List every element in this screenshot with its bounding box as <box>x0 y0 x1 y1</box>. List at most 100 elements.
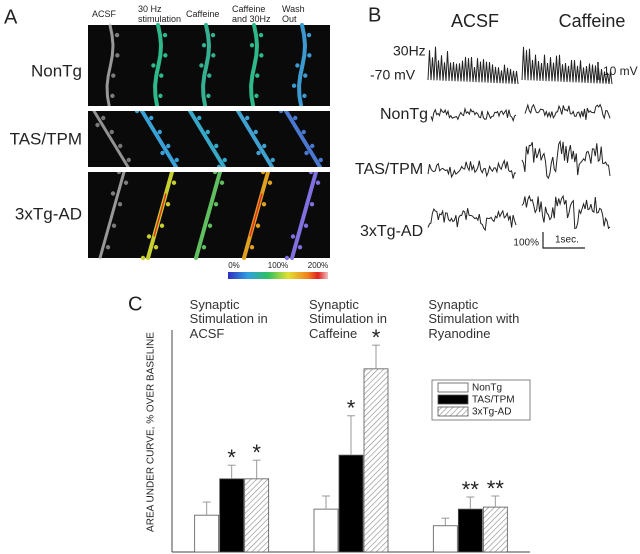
spine <box>117 202 123 207</box>
row-label: TAS/TPM <box>355 161 423 178</box>
row-label: TAS/TPM <box>10 129 82 148</box>
bar <box>219 478 245 553</box>
column-label: Caffeine <box>559 11 626 31</box>
spine <box>270 157 275 163</box>
bar <box>482 506 508 553</box>
dendrite <box>98 170 126 260</box>
spine <box>115 53 120 58</box>
legend-swatch <box>437 394 469 405</box>
spine <box>159 223 165 228</box>
dendrite <box>290 170 318 260</box>
error-bar <box>466 496 475 510</box>
column-label: ACSF <box>451 11 499 31</box>
significance-mark: ** <box>462 477 480 502</box>
spine <box>201 43 207 48</box>
dendrite <box>249 23 259 108</box>
spine <box>304 150 309 156</box>
spine <box>302 93 307 99</box>
error-bar <box>227 464 236 479</box>
spine <box>110 191 116 196</box>
spine <box>109 129 114 135</box>
panel-label: B <box>368 4 381 26</box>
spine <box>158 93 163 99</box>
spine <box>110 93 115 99</box>
row-label: 3xTg-AD <box>15 204 82 223</box>
spine <box>222 157 227 163</box>
spine <box>249 43 255 48</box>
spine <box>309 202 315 207</box>
spine <box>259 53 264 58</box>
spine <box>197 115 202 121</box>
resting-label: -70 mV <box>370 67 416 83</box>
error-bar <box>372 344 380 369</box>
spine <box>95 122 100 128</box>
spine <box>118 143 123 149</box>
category-label: Synaptic Stimulation in ACSF <box>189 297 268 341</box>
spine <box>146 234 152 239</box>
significance-mark: * <box>252 440 261 465</box>
spine <box>253 129 258 135</box>
separator <box>88 106 330 111</box>
bar <box>457 508 483 553</box>
spine <box>261 202 267 207</box>
spine <box>151 63 156 68</box>
spine <box>301 129 306 135</box>
trace <box>427 158 516 179</box>
scale-label: 10 mV <box>603 64 638 78</box>
spine <box>159 73 164 78</box>
spine <box>249 245 255 250</box>
dendrite <box>236 109 274 169</box>
spine <box>153 245 159 250</box>
spine <box>149 115 154 121</box>
spine <box>255 73 260 78</box>
error-bar <box>441 517 450 526</box>
stimulus-label: 30Hz <box>393 43 426 59</box>
trace <box>430 106 517 123</box>
scale-label: 100% <box>513 238 539 249</box>
legend-label: NonTg <box>472 383 502 394</box>
error-bar <box>322 495 330 510</box>
legend-label: 3xTg-AD <box>472 407 511 418</box>
separator <box>88 167 330 172</box>
column-label: Caffeine <box>186 9 220 19</box>
trace <box>427 208 517 232</box>
spine <box>258 32 264 38</box>
error-bar <box>491 495 500 508</box>
dendrite <box>105 23 115 108</box>
spine <box>290 234 296 239</box>
spine <box>207 73 212 78</box>
colorbar-label: 100% <box>268 261 288 270</box>
spine <box>255 223 261 228</box>
category-label: Synaptic Stimulation in Caffeine <box>309 297 388 341</box>
dendrite-hot <box>153 193 167 237</box>
dendrite <box>140 109 178 169</box>
spine <box>126 157 131 163</box>
trace <box>521 46 613 85</box>
dendrite <box>92 109 130 169</box>
spine <box>297 245 303 250</box>
spine <box>201 245 207 250</box>
dendrite <box>188 109 226 169</box>
spine <box>256 150 261 156</box>
spine <box>267 180 273 185</box>
bar <box>432 525 458 553</box>
spine <box>199 63 204 68</box>
spine <box>207 223 213 228</box>
scale-bar <box>542 232 585 249</box>
micrograph-grid <box>88 23 330 261</box>
spine <box>140 255 146 261</box>
panel-label: C <box>128 293 142 315</box>
spine <box>206 93 211 99</box>
trace <box>521 194 611 230</box>
spine <box>105 245 111 250</box>
spine <box>303 73 308 78</box>
spine <box>157 129 162 135</box>
spine <box>111 223 117 228</box>
spine <box>210 32 216 38</box>
spine <box>211 53 216 58</box>
spine <box>307 53 312 58</box>
significance-mark: * <box>347 396 356 421</box>
bar <box>363 368 389 553</box>
colorbar-label: 0% <box>228 261 240 270</box>
column-label: ACSF <box>92 9 117 19</box>
